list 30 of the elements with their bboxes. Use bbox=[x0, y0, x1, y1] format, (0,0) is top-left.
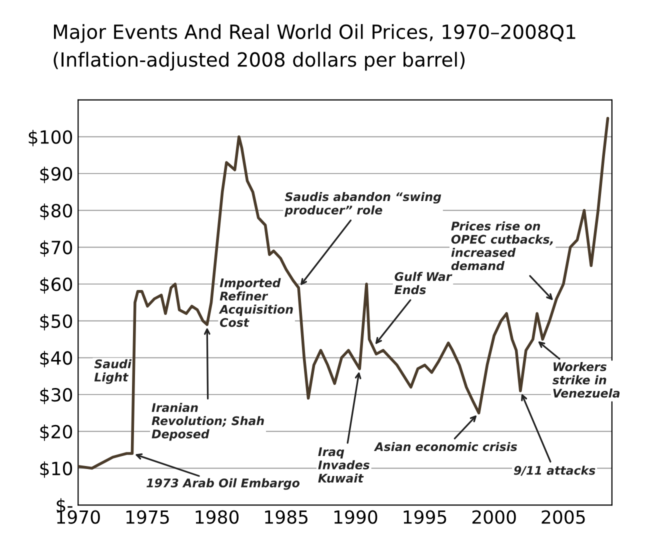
annotation: Saudi Light bbox=[94, 359, 132, 384]
x-tick-label: 1985 bbox=[265, 510, 308, 524]
y-tick-label: $90 bbox=[40, 166, 72, 184]
x-tick-label: 1995 bbox=[404, 510, 446, 524]
y-tick-label: $80 bbox=[40, 204, 72, 220]
annotation: Asian economic crisis bbox=[374, 442, 517, 452]
x-tick-label: 1980 bbox=[196, 510, 239, 524]
annotation: Saudis abandon “swing producer” role bbox=[284, 192, 442, 217]
annotation: 9/11 attacks bbox=[514, 466, 596, 476]
x-tick-label: 1975 bbox=[126, 510, 169, 524]
y-tick-label: $50 bbox=[40, 314, 72, 330]
annotation: Prices rise on OPEC cutbacks, increased demand bbox=[451, 221, 553, 270]
y-tick-label: $20 bbox=[40, 424, 72, 441]
x-tick-label: 2000 bbox=[472, 510, 516, 524]
y-tick-label: $100 bbox=[28, 130, 72, 146]
annotation: Imported Refiner Acquisition Cost bbox=[218, 278, 293, 327]
chart-subtitle: (Inflation-adjusted 2008 dollars per barrel) bbox=[54, 52, 465, 71]
y-tick-label: $60 bbox=[40, 277, 72, 294]
y-tick-label: $40 bbox=[40, 350, 72, 368]
annotation: Workers strike in Venezuela bbox=[552, 362, 620, 398]
x-tick-label: 2005 bbox=[542, 510, 585, 524]
y-tick-label: $10 bbox=[40, 461, 72, 478]
annotation: Iraq Invades Kuwait bbox=[318, 447, 370, 483]
annotation: 1973 Arab Oil Embargo bbox=[146, 478, 300, 490]
annotation: Iranian Revolution; Shah Deposed bbox=[152, 402, 264, 441]
annotation: Gulf War Ends bbox=[394, 272, 452, 294]
y-tick-label: $30 bbox=[40, 388, 72, 404]
x-tick-label: 1990 bbox=[334, 510, 378, 524]
y-tick-label: $70 bbox=[40, 240, 72, 257]
chart-title: Major Events And Real World Oil Prices, 1970–2008Q1 bbox=[54, 24, 576, 43]
